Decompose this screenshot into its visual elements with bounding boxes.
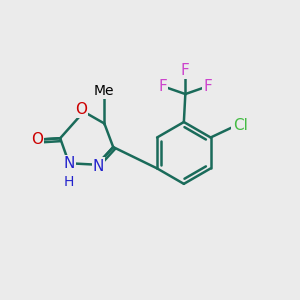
Text: F: F [181,63,190,78]
Text: N: N [93,159,104,174]
Text: O: O [31,132,43,147]
Text: F: F [158,79,167,94]
Text: Cl: Cl [232,118,247,133]
Text: F: F [204,79,212,94]
Text: Me: Me [94,84,115,98]
Text: O: O [75,102,87,117]
Text: H: H [64,176,74,189]
Text: N: N [63,156,75,171]
